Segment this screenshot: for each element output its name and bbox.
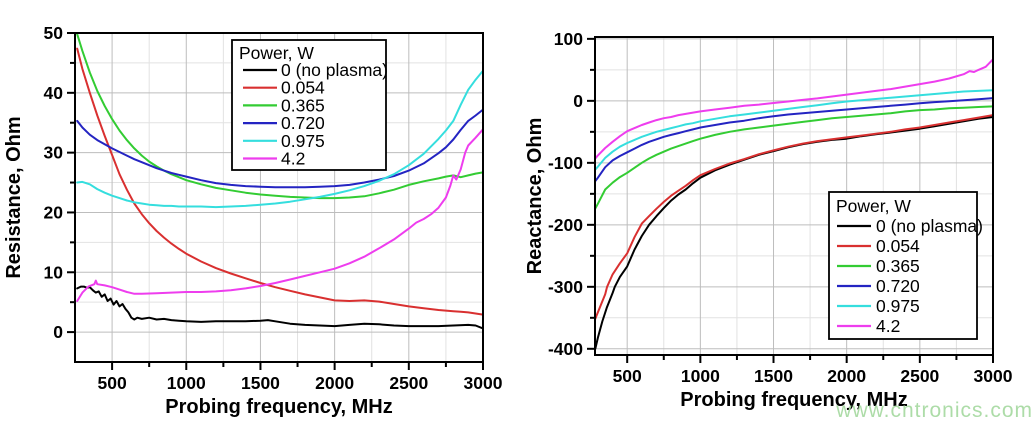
- x-tick-label: 2500: [389, 373, 428, 393]
- series-0-720: [595, 97, 993, 184]
- series-4-2: [595, 58, 993, 161]
- series-0-no-plasma-: [76, 285, 483, 330]
- watermark: www.cntronics.com: [836, 399, 1033, 422]
- x-tick-label: 1000: [681, 366, 720, 386]
- legend: Power, W0 (no plasma)0.0540.3650.7200.97…: [231, 39, 388, 171]
- y-tick-label: -300: [548, 277, 583, 297]
- y-tick-label: 40: [44, 83, 64, 103]
- x-tick-label: 500: [97, 373, 126, 393]
- legend-title: Power, W: [239, 43, 314, 63]
- y-axis-title: Reactance, Ohm: [524, 118, 546, 275]
- y-tick-label: 20: [44, 202, 64, 222]
- x-tick-label: 2000: [827, 366, 866, 386]
- x-tick-label: 500: [613, 366, 642, 386]
- legend-entry-label: 0.975: [281, 131, 325, 151]
- series-0-365: [76, 33, 483, 200]
- legend-entry-label: 0 (no plasma): [876, 216, 983, 236]
- x-tick-label: 2500: [900, 366, 939, 386]
- legend-entry-label: 0.720: [876, 276, 920, 296]
- legend-entry-label: 0.365: [876, 256, 920, 276]
- y-tick-label: 0: [53, 322, 63, 342]
- y-tick-label: 100: [554, 29, 583, 49]
- y-tick-label: -400: [548, 339, 583, 359]
- legend-entry-label: 4.2: [876, 316, 900, 336]
- series-4-2: [76, 128, 483, 302]
- x-tick-label: 1500: [754, 366, 793, 386]
- series-0-365: [595, 105, 993, 212]
- series-0-720: [76, 108, 483, 189]
- x-axis-title: Probing frequency, MHz: [165, 396, 392, 418]
- series-0-054: [76, 47, 483, 316]
- legend-entry-label: 4.2: [281, 149, 305, 169]
- legend-entry-label: 0.720: [281, 113, 325, 133]
- x-tick-label: 1500: [241, 373, 280, 393]
- tick-labels: 500 1000 1500 2000 2500 30001000-100-200-300-…: [548, 29, 1013, 386]
- plot-border: [594, 36, 994, 356]
- y-tick-label: 50: [44, 23, 64, 43]
- x-tick-label: 3000: [464, 373, 503, 393]
- y-tick-label: -100: [548, 153, 583, 173]
- series-0-054: [595, 114, 993, 323]
- series-0-975: [595, 89, 993, 172]
- legend: Power, W0 (no plasma)0.0540.3650.7200.97…: [828, 191, 983, 340]
- x-axis-title: Probing frequency, MHz: [680, 389, 907, 411]
- tick-marks: [587, 37, 994, 363]
- tick-marks: [67, 32, 484, 370]
- legend-entry-label: 0.975: [876, 296, 920, 316]
- series-0-no-plasma-: [595, 116, 993, 350]
- y-tick-label: 10: [44, 262, 64, 282]
- x-tick-label: 2000: [315, 373, 354, 393]
- plot-border: [74, 32, 484, 363]
- legend-title: Power, W: [836, 196, 911, 216]
- resistance-chart: 500 1000 1500 2000 2500 3000 0 10 20 30 40 50 Probin…: [3, 23, 503, 418]
- series-0-975: [76, 69, 483, 209]
- y-tick-label: -200: [548, 215, 583, 235]
- y-tick-label: 0: [573, 91, 583, 111]
- y-axis-title: Resistance, Ohm: [3, 116, 25, 278]
- x-tick-label: 1000: [167, 373, 206, 393]
- x-tick-label: 3000: [974, 366, 1013, 386]
- y-tick-label: 30: [44, 143, 64, 163]
- legend-entry-label: 0.054: [281, 78, 325, 98]
- tick-labels: 500 1000 1500 2000 2500 3000 0 10 20 30 40 50: [44, 23, 503, 393]
- legend-entry-label: 0 (no plasma): [281, 60, 388, 80]
- reactance-chart: 500 1000 1500 2000 2500 30001000-100-200-300-…: [524, 29, 1013, 411]
- legend-entry-label: 0.054: [876, 236, 920, 256]
- legend-entry-label: 0.365: [281, 95, 325, 115]
